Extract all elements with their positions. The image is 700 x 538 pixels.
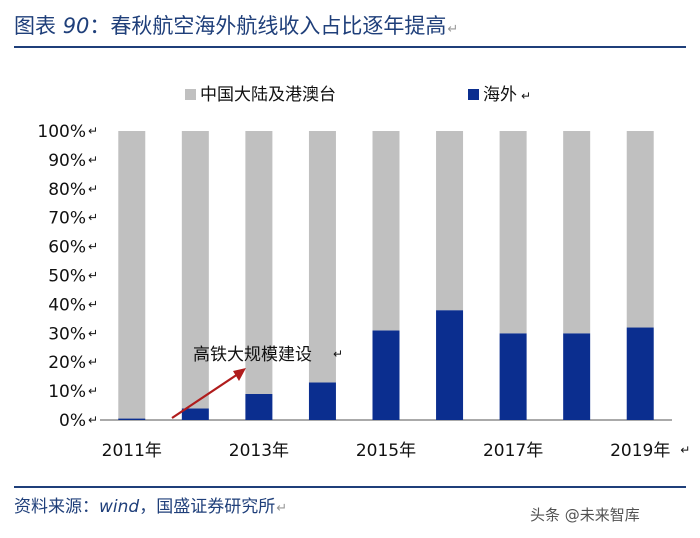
y-tick-label: 50% <box>48 267 86 287</box>
bar-overseas <box>563 333 591 420</box>
x-tick-label: 2017年 <box>483 441 543 461</box>
y-tick-label: 10% <box>48 382 86 402</box>
y-tick-label: 100% <box>37 122 86 142</box>
legend-label: 中国大陆及港澳台 <box>200 85 336 105</box>
bar-domestic <box>372 131 400 331</box>
bar-domestic <box>626 131 654 328</box>
y-tick-label: 30% <box>48 324 86 344</box>
bar-overseas <box>372 330 400 420</box>
y-tick-label: 0% <box>59 411 86 431</box>
source-rest: ，国盛证券研究所 <box>139 497 276 517</box>
bar-overseas <box>245 393 273 420</box>
y-tick-label: 40% <box>48 295 86 315</box>
y-tick-return-mark: ↵ <box>88 355 98 369</box>
y-tick-return-mark: ↵ <box>88 413 98 427</box>
annotation-arrow-line <box>171 373 239 419</box>
annotation-text: 高铁大规模建设 <box>193 345 312 365</box>
x-tick-label: 2019年 <box>610 441 670 461</box>
bar-overseas <box>436 310 464 420</box>
source-wind: wind <box>99 497 140 517</box>
y-tick-return-mark: ↵ <box>88 384 98 398</box>
legend-label: 海外 <box>483 85 517 105</box>
figure-title: 图表 90：春秋航空海外航线收入占比逐年提高↵ <box>14 14 459 38</box>
y-tick-return-mark: ↵ <box>88 297 98 311</box>
source-label: 资料来源： <box>14 497 99 517</box>
source-note: 资料来源：wind，国盛证券研究所↵ <box>14 497 288 517</box>
y-tick-return-mark: ↵ <box>88 240 98 254</box>
bar-domestic <box>308 131 336 383</box>
watermark: 头条 @未来智库 <box>530 506 640 524</box>
y-tick-label: 70% <box>48 209 86 229</box>
annotation-arrowhead <box>233 368 246 381</box>
bar-domestic <box>436 131 464 311</box>
y-tick-return-mark: ↵ <box>88 269 98 283</box>
x-tick-label: 2011年 <box>102 441 162 461</box>
bar-domestic <box>245 131 273 394</box>
bar-overseas <box>499 333 527 420</box>
bar-overseas <box>118 418 146 420</box>
figure-number: 90 <box>62 14 90 38</box>
legend-swatch <box>185 89 196 100</box>
bar-domestic <box>181 131 209 409</box>
bar-overseas <box>308 382 336 420</box>
y-tick-label: 80% <box>48 180 86 200</box>
figure-header: 图表 90：春秋航空海外航线收入占比逐年提高↵ <box>0 0 700 52</box>
bar-overseas <box>626 327 654 420</box>
y-tick-return-mark: ↵ <box>88 124 98 138</box>
x-label-return-mark: ↵ <box>680 443 690 457</box>
y-tick-label: 90% <box>48 151 86 171</box>
bar-domestic <box>499 131 527 334</box>
annotation-return-mark: ↵ <box>333 347 343 361</box>
y-tick-return-mark: ↵ <box>88 182 98 196</box>
y-tick-return-mark: ↵ <box>88 211 98 225</box>
y-tick-return-mark: ↵ <box>88 153 98 167</box>
figure-title-text: ：春秋航空海外航线收入占比逐年提高 <box>89 14 447 38</box>
figure-label: 图表 <box>14 14 56 38</box>
y-tick-label: 20% <box>48 353 86 373</box>
bar-domestic <box>563 131 591 334</box>
y-tick-return-mark: ↵ <box>88 326 98 340</box>
header-divider <box>14 46 686 48</box>
footer-divider <box>14 486 686 488</box>
legend-return-mark: ↵ <box>521 89 531 103</box>
legend-swatch <box>468 89 479 100</box>
bar-domestic <box>118 131 146 419</box>
y-tick-label: 60% <box>48 238 86 258</box>
x-tick-label: 2015年 <box>356 441 416 461</box>
bar-overseas <box>181 408 209 420</box>
x-tick-label: 2013年 <box>229 441 289 461</box>
